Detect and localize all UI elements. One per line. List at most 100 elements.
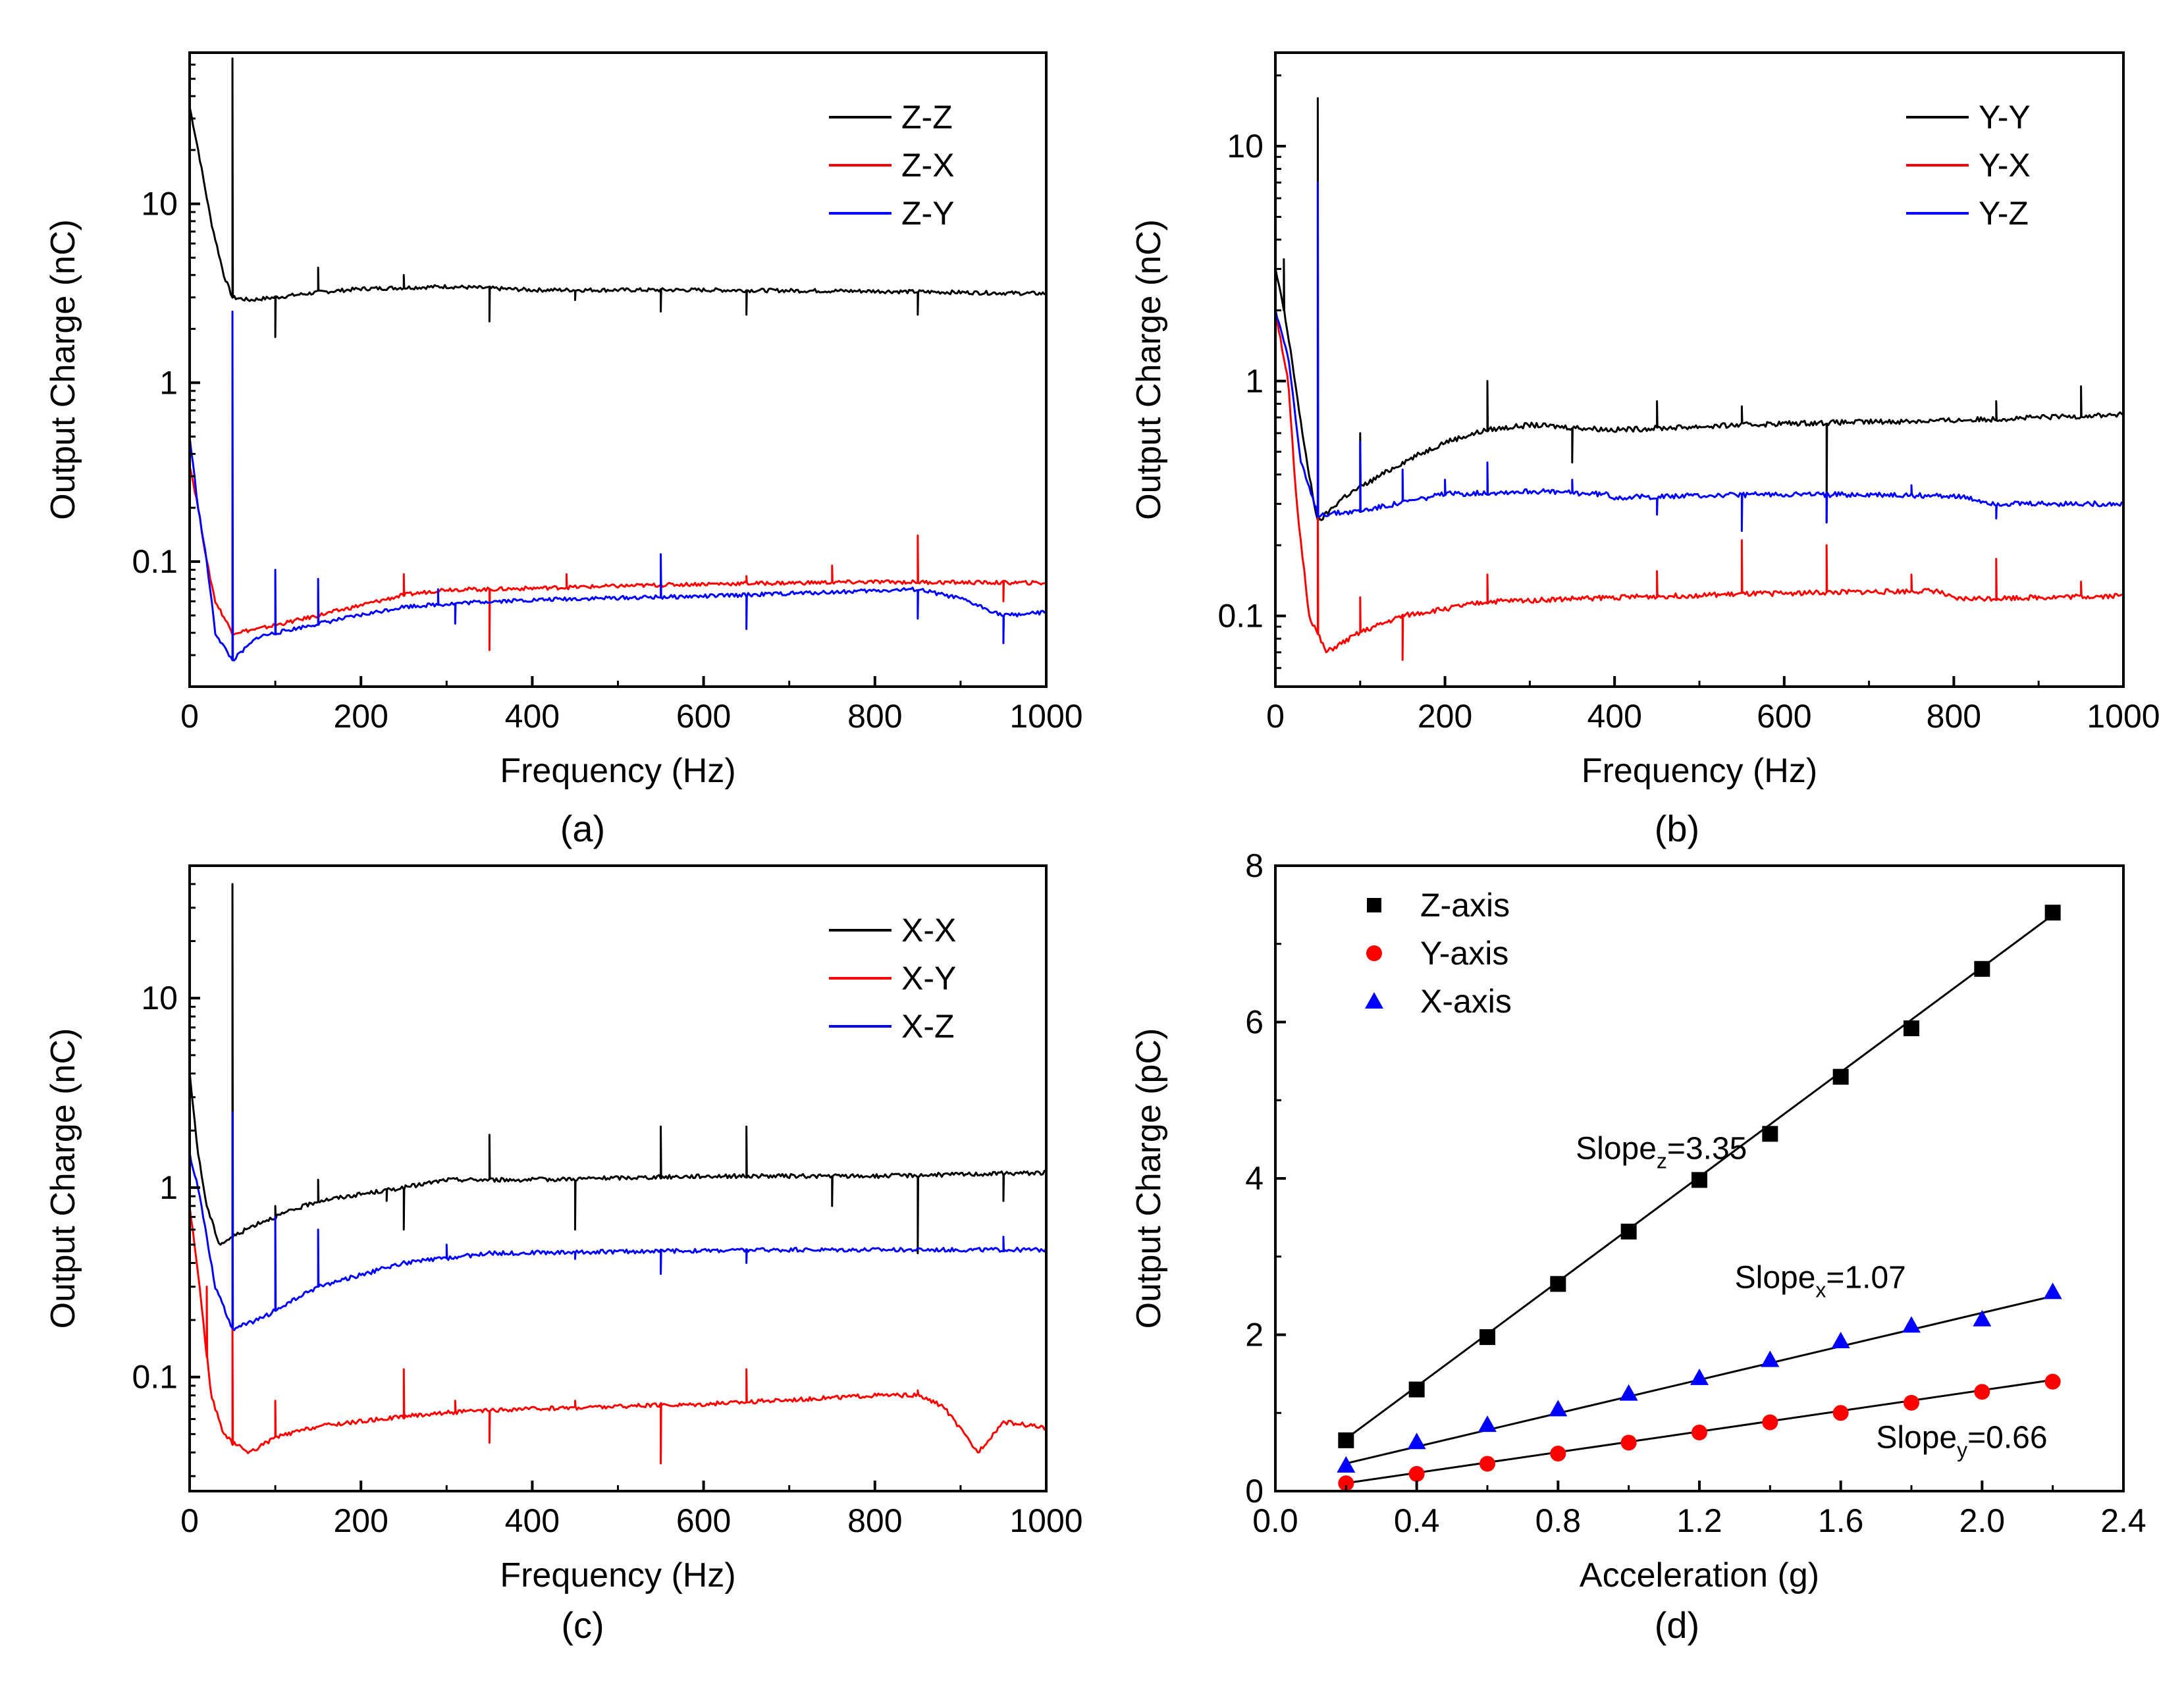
plot-area: [1275, 97, 2123, 661]
marker-z-axis: [1974, 960, 1990, 977]
x-tick-label: 800: [847, 698, 902, 735]
marker-y-axis: [1691, 1424, 1707, 1440]
y-tick-label: 1: [159, 1169, 178, 1206]
y-axis-label: Output Charge (nC): [44, 1028, 82, 1329]
y-tick-label: 10: [141, 186, 178, 223]
legend: Z-Z Z-X Z-Y: [829, 99, 955, 232]
legend-label: Z-Y: [901, 195, 955, 232]
y-tick-label: 0.1: [132, 543, 178, 580]
panel-b: 0 200 400 600 800 1000 0.1 1 10 Frequency (Hz) Out…: [1130, 51, 2160, 849]
y-axis-label: Output Charge (nC): [44, 219, 82, 520]
slope-annotation: Slopex=1.07: [1735, 1260, 1906, 1302]
slope-subscript: z: [1657, 1149, 1667, 1172]
legend-label: X-Z: [901, 1008, 955, 1045]
marker-z-axis: [1550, 1276, 1566, 1292]
marker-x-axis: [1478, 1415, 1497, 1433]
marker-y-axis: [1832, 1405, 1849, 1421]
marker-y-axis: [1550, 1446, 1566, 1461]
marker-x-axis: [1761, 1350, 1780, 1367]
y-tick-label: 8: [1245, 847, 1264, 884]
slope-subscript: x: [1815, 1278, 1826, 1302]
slope-value: =3.35: [1667, 1131, 1747, 1166]
y-tick-label: 6: [1245, 1004, 1264, 1041]
x-axis-label: Frequency (Hz): [1582, 752, 1817, 790]
y-tick-label: 0: [1245, 1473, 1264, 1510]
slope-subscript: y: [1957, 1438, 1967, 1462]
legend-label: Z-axis: [1420, 887, 1510, 924]
marker-z-axis: [1832, 1068, 1849, 1085]
x-tick-label: 600: [676, 698, 731, 735]
marker-y-axis: [1408, 1465, 1425, 1482]
legend-label: Y-axis: [1420, 935, 1508, 972]
plot-area: [190, 57, 1046, 662]
series-line-x-x: [190, 883, 1046, 1255]
legend: X-X X-Y X-Z: [829, 912, 956, 1045]
y-tick-label: 2: [1245, 1317, 1264, 1354]
series-line-z-x: [190, 465, 1046, 652]
marker-x-axis: [1619, 1384, 1638, 1401]
x-tick-label: 1.6: [1818, 1502, 1864, 1539]
slope-annotation: Slopey=0.66: [1876, 1421, 2047, 1462]
x-axis-label: Acceleration (g): [1580, 1556, 1819, 1594]
x-tick-label: 600: [1757, 698, 1811, 735]
x-tick-label: 200: [333, 698, 388, 735]
legend-label: Y-Y: [1979, 99, 2031, 136]
legend-label: X-X: [901, 912, 956, 949]
y-tick-label: 10: [1227, 128, 1264, 165]
marker-x-axis: [1973, 1309, 1992, 1327]
marker-x-axis: [1902, 1316, 1921, 1333]
series-line-x-y: [190, 1205, 1046, 1465]
legend-marker-x-axis: [1365, 992, 1383, 1009]
marker-z-axis: [1691, 1172, 1707, 1188]
slope-label: Slope: [1876, 1421, 1957, 1456]
marker-y-axis: [1974, 1384, 1990, 1400]
marker-x-axis: [1549, 1400, 1568, 1417]
panel-a: 0 200 400 600 800 1000 0.1 1 10 Frequency (Hz) Out…: [44, 51, 1083, 849]
slope-label: Slope: [1735, 1260, 1816, 1295]
x-tick-label: 600: [676, 1502, 731, 1539]
x-tick-label: 400: [505, 698, 560, 735]
x-tick-label: 1000: [1009, 698, 1082, 735]
plot-area: [1337, 905, 2062, 1491]
marker-z-axis: [1408, 1381, 1425, 1398]
x-tick-label: 1.2: [1676, 1502, 1722, 1539]
y-axis-label: Output Charge (pC): [1130, 1028, 1168, 1329]
legend: Y-Y Y-X Y-Z: [1906, 99, 2031, 232]
y-tick-label: 0.1: [132, 1359, 178, 1396]
marker-x-axis: [1831, 1332, 1850, 1348]
x-tick-label: 200: [333, 1502, 388, 1539]
series-line-y-x: [1275, 311, 2123, 661]
x-tick-label: 200: [1418, 698, 1472, 735]
x-axis-label: Frequency (Hz): [500, 752, 735, 790]
series-line-z-z: [190, 57, 1046, 338]
marker-y-axis: [1479, 1456, 1495, 1472]
series-line-y-z: [1275, 181, 2123, 533]
x-tick-label: 0: [180, 698, 199, 735]
legend-marker-y-axis: [1366, 945, 1382, 961]
marker-y-axis: [2044, 1373, 2061, 1390]
legend-label: Y-X: [1979, 147, 2031, 184]
marker-z-axis: [2044, 905, 2061, 921]
marker-x-axis: [2043, 1282, 2062, 1300]
marker-y-axis: [1338, 1475, 1354, 1491]
marker-x-axis: [1690, 1368, 1709, 1385]
x-tick-label: 400: [1587, 698, 1641, 735]
x-axis-label: Frequency (Hz): [500, 1556, 735, 1594]
slope-value: =1.07: [1826, 1260, 1905, 1295]
slope-annotation: Slopez=3.35: [1576, 1131, 1747, 1172]
slope-value: =0.66: [1967, 1421, 2047, 1456]
x-tick-label: 400: [505, 1502, 560, 1539]
marker-x-axis: [1337, 1456, 1356, 1473]
x-tick-label: 0: [180, 1502, 199, 1539]
marker-y-axis: [1620, 1434, 1637, 1451]
legend-label: Z-X: [901, 147, 955, 184]
y-tick-label: 0.1: [1217, 598, 1264, 635]
marker-x-axis: [1407, 1433, 1426, 1450]
x-tick-label: 1000: [1009, 1502, 1082, 1539]
y-tick-label: 1: [159, 364, 178, 401]
legend-label: Z-Z: [901, 99, 953, 136]
marker-z-axis: [1904, 1020, 1919, 1036]
panel-caption: (d): [1655, 1604, 1699, 1646]
series-line-z-y: [190, 310, 1046, 662]
